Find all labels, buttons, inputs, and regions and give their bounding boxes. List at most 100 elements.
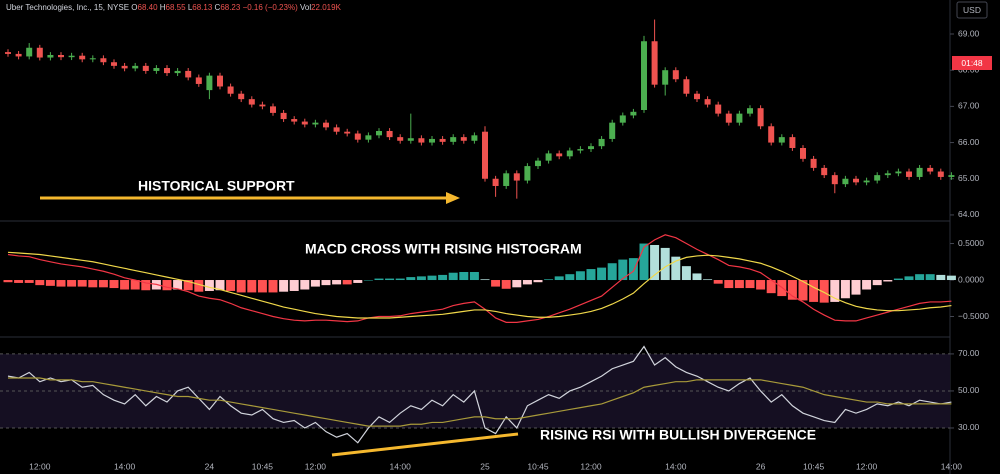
volume-label: Vol: [299, 3, 312, 12]
candle-body: [79, 55, 86, 60]
histogram-bar: [512, 280, 522, 288]
x-tick-label: 26: [756, 461, 766, 471]
x-tick-label: 10:45: [527, 461, 549, 471]
ohlc-value: 68.23: [220, 3, 241, 12]
candle-body: [206, 75, 213, 91]
histogram-bar: [332, 280, 342, 285]
histogram-bar: [819, 280, 829, 303]
candle-body: [524, 166, 531, 181]
histogram-bar: [353, 280, 363, 283]
x-tick-label: 14:00: [114, 461, 136, 471]
histogram-bar: [427, 275, 437, 281]
histogram-bar: [522, 280, 532, 285]
histogram-bar: [35, 280, 45, 286]
histogram-bar: [607, 263, 617, 281]
candle-body: [884, 173, 891, 176]
histogram-bar: [24, 280, 34, 283]
candle-body: [556, 153, 563, 157]
candle-body: [662, 70, 669, 85]
candle-body: [800, 147, 806, 159]
histogram-bar: [406, 277, 416, 281]
countdown-tag: [952, 56, 992, 70]
candle-body: [365, 135, 372, 140]
countdown: 01:48: [961, 58, 983, 68]
candle-body: [736, 113, 743, 123]
currency[interactable]: USD: [963, 5, 981, 15]
histogram-bar: [745, 280, 755, 289]
candle-body: [344, 131, 351, 134]
y-tick-label: 67.00: [958, 101, 980, 111]
indicator-line: [7, 345, 952, 444]
histogram-bar: [300, 280, 310, 290]
indicator-line: [7, 234, 952, 323]
candle-body: [863, 180, 870, 183]
histogram-bar: [925, 274, 935, 281]
candle-body: [354, 133, 361, 140]
histogram-bar: [247, 280, 257, 293]
candle-body: [397, 137, 404, 141]
histogram-bar: [385, 278, 395, 281]
candle-body: [598, 138, 605, 147]
candle-body: [259, 104, 266, 107]
y-tick-label: −0.5000: [958, 311, 989, 321]
annotation: RISING RSI WITH BULLISH DIVERGENCE: [540, 427, 816, 443]
histogram-bar: [342, 280, 352, 285]
candle-body: [651, 41, 658, 85]
arrow-head: [446, 192, 460, 204]
histogram-bar: [395, 278, 405, 281]
candle-body: [619, 115, 626, 123]
histogram-bar: [830, 280, 840, 302]
candle-body: [916, 167, 923, 177]
histogram-bar: [109, 280, 119, 289]
candle-body: [270, 106, 276, 113]
histogram-bar: [628, 258, 638, 281]
x-tick-label: 14:00: [390, 461, 412, 471]
candle-body: [535, 160, 541, 167]
histogram-bar: [98, 280, 108, 288]
candle-body: [566, 150, 573, 157]
histogram-bar: [660, 247, 670, 281]
currency-box[interactable]: [956, 1, 988, 19]
candle-body: [386, 130, 393, 138]
histogram-bar: [936, 274, 946, 281]
candle-body: [164, 68, 170, 74]
candle-body: [842, 178, 849, 185]
candle-body: [89, 58, 96, 60]
histogram-bar: [141, 280, 151, 291]
candle-body: [768, 126, 775, 143]
candle-body: [439, 138, 446, 142]
candle-body: [153, 68, 160, 71]
candle-body: [641, 41, 647, 110]
histogram-bar: [554, 276, 564, 281]
candle-body: [609, 122, 616, 139]
histogram-bar: [438, 274, 448, 281]
histogram-bar: [756, 280, 766, 290]
histogram-bar: [77, 280, 87, 287]
candle-body: [588, 146, 594, 150]
ohlc-value: 68.13: [192, 3, 213, 12]
candle-body: [142, 65, 149, 71]
y-tick-label: 66.00: [958, 137, 980, 147]
x-tick-label: 14:00: [941, 461, 963, 471]
x-tick-label: 12:00: [29, 461, 51, 471]
histogram-bar: [459, 271, 469, 281]
histogram-bar: [734, 280, 744, 289]
y-tick-label: 30.00: [958, 422, 980, 432]
histogram-bar: [279, 280, 289, 292]
histogram-bar: [173, 280, 183, 290]
header: Uber Technologies, Inc., 15, NYSE O68.40…: [6, 3, 341, 12]
histogram-bar: [183, 280, 193, 291]
histogram-bar: [650, 244, 660, 281]
candle-body: [100, 58, 107, 63]
histogram-bar: [724, 280, 734, 289]
candle-body: [715, 104, 722, 114]
x-tick-label: 12:00: [580, 461, 602, 471]
histogram-bar: [501, 280, 511, 289]
candle-body: [5, 52, 11, 54]
candle-body: [301, 121, 308, 125]
candle-body: [683, 79, 690, 94]
candle-body: [577, 149, 584, 151]
histogram-bar: [544, 279, 554, 281]
candle-body: [217, 75, 223, 87]
